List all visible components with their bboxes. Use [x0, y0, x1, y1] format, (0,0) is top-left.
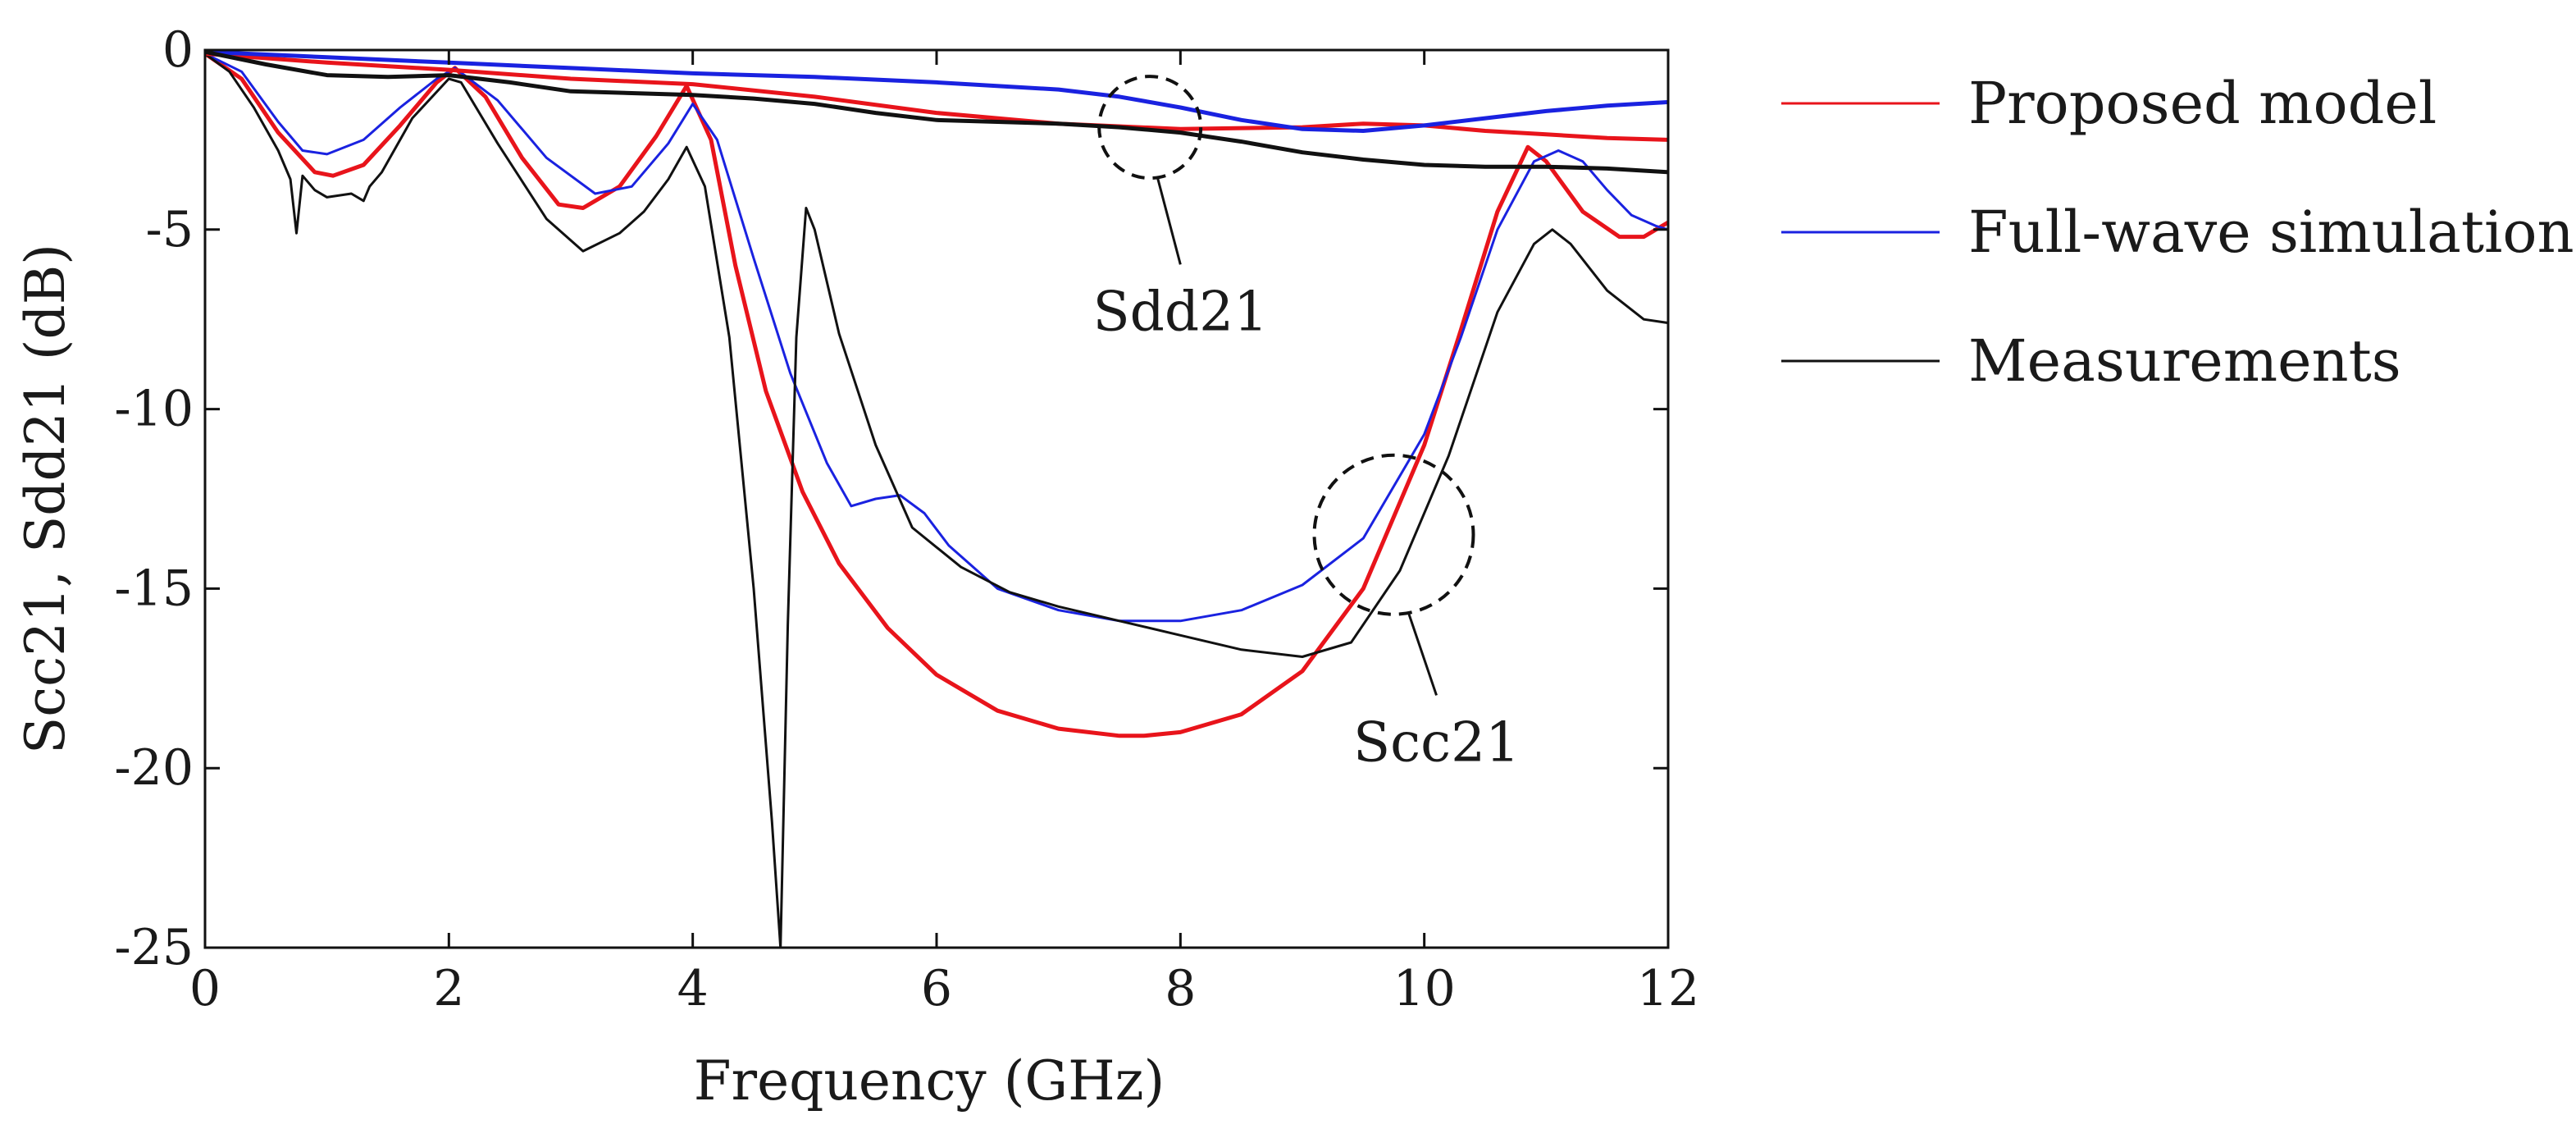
series-line-scc21-measurements: [205, 52, 1668, 948]
annotation-leader-scc21: [1407, 612, 1438, 696]
annotation-circle-scc21: [1312, 453, 1475, 616]
y-tick-label: -15: [114, 560, 194, 617]
plot-background: [205, 50, 1668, 948]
legend-label-full-wave-simulation: Full-wave simulation: [1968, 199, 2574, 266]
legend-label-proposed-model: Proposed model: [1968, 70, 2437, 137]
tick-layer: 0 2 4 6 8 10 12 0 -5 -10 -15 -20 -25: [114, 21, 1699, 1017]
series-line-sdd21-full-wave-simulation: [205, 50, 1668, 133]
y-axis-title: Scc21, Sdd21 (dB): [14, 244, 77, 754]
legend: Proposed model Full-wave simulation Measur…: [1781, 70, 2574, 395]
y-tick-label: -25: [114, 919, 194, 976]
x-tick-label: 2: [433, 960, 464, 1017]
x-tick-label: 10: [1393, 960, 1455, 1017]
y-tick-label: 0: [162, 21, 194, 79]
series-line-sdd21-measurements: [205, 50, 1668, 175]
x-tick-label: 0: [189, 960, 221, 1017]
y-tick-label: -10: [114, 381, 194, 438]
annotation-label-scc21: Scc21: [1353, 711, 1520, 774]
x-tick-label: 12: [1637, 960, 1699, 1017]
series-line-scc21-full-wave-simulation: [205, 52, 1668, 623]
legend-label-measurements: Measurements: [1968, 327, 2401, 395]
y-tick-label: -20: [114, 739, 194, 797]
annotation-leader-sdd21: [1156, 177, 1182, 265]
annotation-circle-sdd21: [1097, 75, 1203, 181]
annotation-layer: Sdd21 Scc21: [1092, 75, 1520, 774]
annotation-label-sdd21: Sdd21: [1092, 280, 1268, 343]
x-tick-label: 8: [1165, 960, 1196, 1017]
x-tick-label: 6: [921, 960, 952, 1017]
series-layer: [205, 50, 1668, 948]
series-line-scc21-proposed-model: [205, 51, 1668, 738]
y-tick-label: -5: [146, 201, 194, 258]
x-tick-label: 4: [677, 960, 709, 1017]
x-axis-title: Frequency (GHz): [694, 1049, 1165, 1113]
